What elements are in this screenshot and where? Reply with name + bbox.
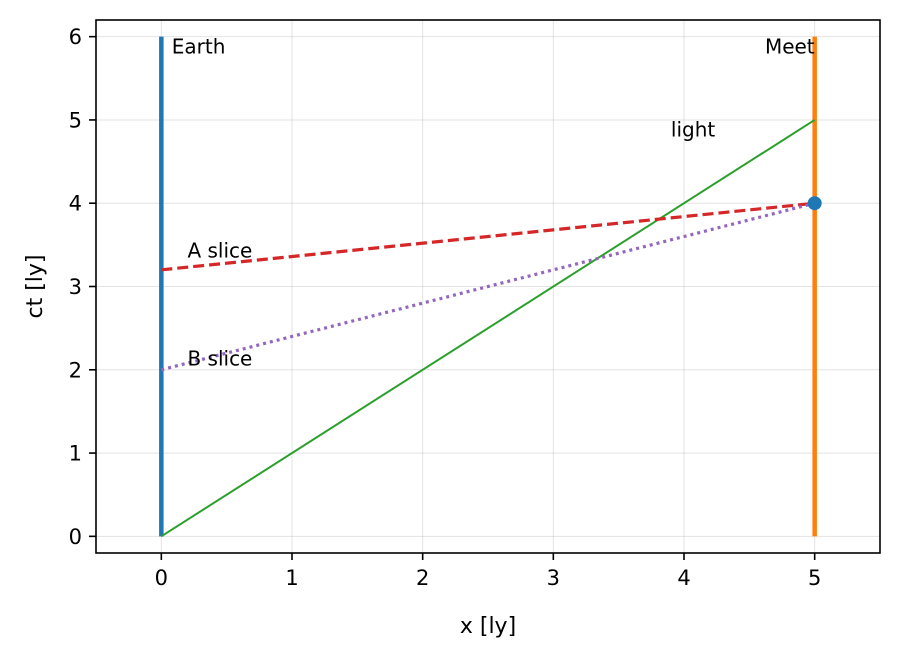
y-tick-label: 5 — [69, 108, 82, 132]
y-tick-label: 6 — [69, 25, 82, 49]
x-tick-label: 1 — [285, 566, 298, 590]
annotation-earth: Earth — [172, 34, 226, 58]
point-meet-point — [807, 196, 822, 211]
annotations-layer: Earth Meet light A slice B slice — [172, 34, 815, 370]
y-axis-label: ct [ly] — [23, 254, 48, 318]
y-tick-label: 3 — [69, 275, 82, 299]
y-tick-label: 0 — [69, 525, 82, 549]
y-tick-label: 4 — [69, 192, 82, 216]
y-tick-label: 1 — [69, 442, 82, 466]
x-tick-label: 5 — [808, 566, 821, 590]
x-tick-label: 2 — [416, 566, 429, 590]
points-layer — [807, 196, 822, 211]
series-line-light — [160, 119, 816, 538]
annotation-b-slice: B slice — [187, 347, 252, 371]
y-tick-label: 2 — [69, 358, 82, 382]
x-tick-label: 3 — [547, 566, 560, 590]
ticks-layer: 0 1 2 3 4 5 0 1 2 3 4 5 6 — [69, 25, 822, 590]
series-layer — [159, 36, 817, 538]
series-line-a-slice — [161, 201, 815, 272]
annotation-light: light — [671, 118, 715, 142]
x-tick-label: 0 — [155, 566, 168, 590]
series-line-b-slice — [160, 201, 816, 372]
annotation-a-slice: A slice — [187, 238, 252, 262]
x-tick-label: 4 — [677, 566, 690, 590]
x-axis-label: x [ly] — [460, 614, 516, 639]
annotation-meet: Meet — [765, 34, 815, 58]
